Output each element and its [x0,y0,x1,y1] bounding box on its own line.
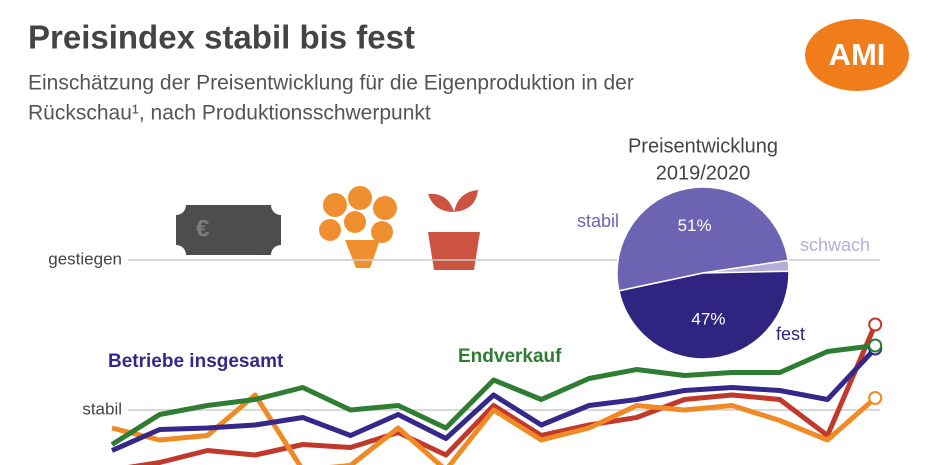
pie-chart: Preisentwicklung2019/202051%stabil2%schw… [577,135,870,360]
logo-text: AMI [829,37,886,72]
subtitle: Einschätzung der Preisentwicklung für di… [28,72,634,95]
series-line [110,343,876,447]
flower-icon [319,186,397,268]
pie-title: 2019/2020 [656,162,751,184]
icons: € [176,186,480,270]
slice-value-label: 51% [678,216,712,235]
title: Preisindex stabil bis fest [28,19,415,56]
end-marker [868,391,883,405]
pie-title: Preisentwicklung [628,135,778,157]
euro-sign: € [196,215,209,242]
y-tick-label: stabil [82,399,122,418]
slice-value-label: 47% [691,309,725,328]
series-line [127,323,878,465]
pie-slice [616,186,789,292]
series-label: Betriebe insgesamt [108,351,284,372]
logo: AMI [805,19,909,91]
y-tick-label: gestiegen [48,249,122,268]
series-line [110,346,878,453]
pie-slice [617,270,790,360]
end-marker [868,317,883,332]
series-label: Endverkauf [458,346,562,367]
line-chart: stabil gestiegen Betriebe insgesamt Endverk… [48,249,883,465]
lines [110,323,878,465]
subtitle: Rückschau¹, nach Produktionsschwerpunkt [28,102,431,125]
end-marker [868,338,883,353]
slice-category-label: schwach [800,235,870,255]
series-line [111,392,877,465]
slice-category-label: fest [776,324,805,344]
slice-category-label: stabil [577,211,619,231]
logo-badge [805,19,909,91]
money-icon [176,205,281,255]
plant-icon [428,190,480,270]
